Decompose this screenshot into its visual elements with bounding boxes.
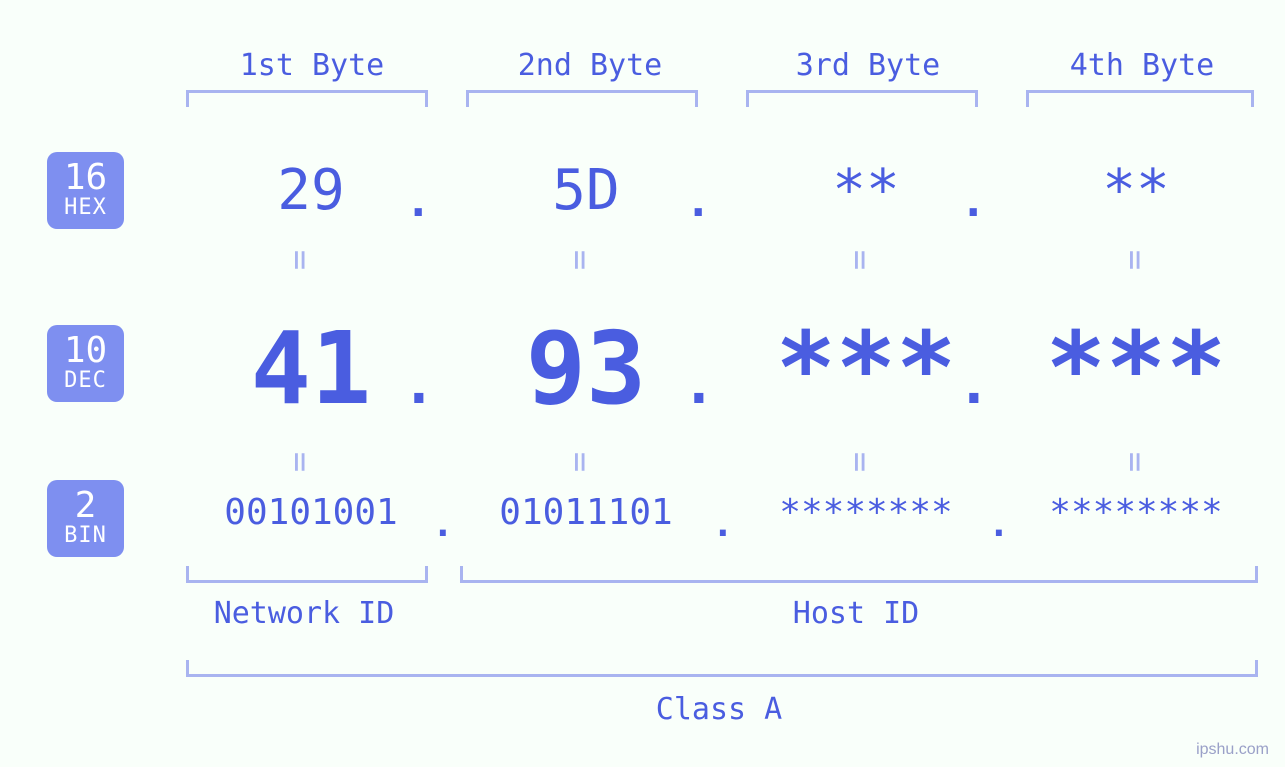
byte-header-3: 3rd Byte — [738, 48, 998, 83]
host-id-label: Host ID — [460, 596, 1252, 631]
host-id-bracket — [460, 566, 1258, 583]
eq-1-2: = — [560, 250, 600, 270]
byte-bracket-2 — [466, 90, 698, 107]
eq-1-3: = — [840, 250, 880, 270]
base-badge-bin: 2 BIN — [47, 480, 124, 557]
byte-bracket-1 — [186, 90, 428, 107]
class-bracket — [186, 660, 1258, 677]
hex-byte-4: ** — [1016, 158, 1256, 223]
eq-1-1: = — [280, 250, 320, 270]
base-num-bin: 2 — [47, 488, 124, 524]
byte-header-1: 1st Byte — [182, 48, 442, 83]
dec-byte-2: 93 — [460, 310, 712, 427]
bin-byte-3: ******** — [740, 492, 992, 533]
watermark: ipshu.com — [1196, 741, 1269, 759]
base-label-hex: HEX — [47, 196, 124, 220]
hex-byte-3: ** — [740, 158, 992, 223]
base-badge-hex: 16 HEX — [47, 152, 124, 229]
dec-byte-3: *** — [740, 310, 992, 427]
network-id-bracket — [186, 566, 428, 583]
bin-dot-2: . — [712, 504, 734, 545]
bin-byte-4: ******** — [1016, 492, 1256, 533]
dec-dot-3: . — [957, 352, 991, 417]
byte-bracket-3 — [746, 90, 978, 107]
network-id-label: Network ID — [186, 596, 422, 631]
byte-header-2: 2nd Byte — [460, 48, 720, 83]
base-label-bin: BIN — [47, 524, 124, 548]
class-label: Class A — [186, 692, 1252, 727]
hex-dot-3: . — [960, 176, 987, 227]
bin-dot-3: . — [988, 504, 1010, 545]
bin-dot-1: . — [432, 504, 454, 545]
base-num-dec: 10 — [47, 333, 124, 369]
base-badge-dec: 10 DEC — [47, 325, 124, 402]
dec-dot-1: . — [402, 352, 436, 417]
base-label-dec: DEC — [47, 369, 124, 393]
hex-dot-2: . — [685, 176, 712, 227]
hex-byte-2: 5D — [460, 158, 712, 223]
eq-1-4: = — [1115, 250, 1155, 270]
dec-dot-2: . — [682, 352, 716, 417]
hex-dot-1: . — [405, 176, 432, 227]
bin-byte-2: 01011101 — [460, 492, 712, 533]
byte-bracket-4 — [1026, 90, 1254, 107]
eq-2-2: = — [560, 452, 600, 472]
hex-byte-1: 29 — [180, 158, 442, 223]
eq-2-1: = — [280, 452, 320, 472]
dec-byte-4: *** — [1016, 310, 1256, 427]
bin-byte-1: 00101001 — [180, 492, 442, 533]
byte-header-4: 4th Byte — [1012, 48, 1272, 83]
eq-2-3: = — [840, 452, 880, 472]
eq-2-4: = — [1115, 452, 1155, 472]
base-num-hex: 16 — [47, 160, 124, 196]
